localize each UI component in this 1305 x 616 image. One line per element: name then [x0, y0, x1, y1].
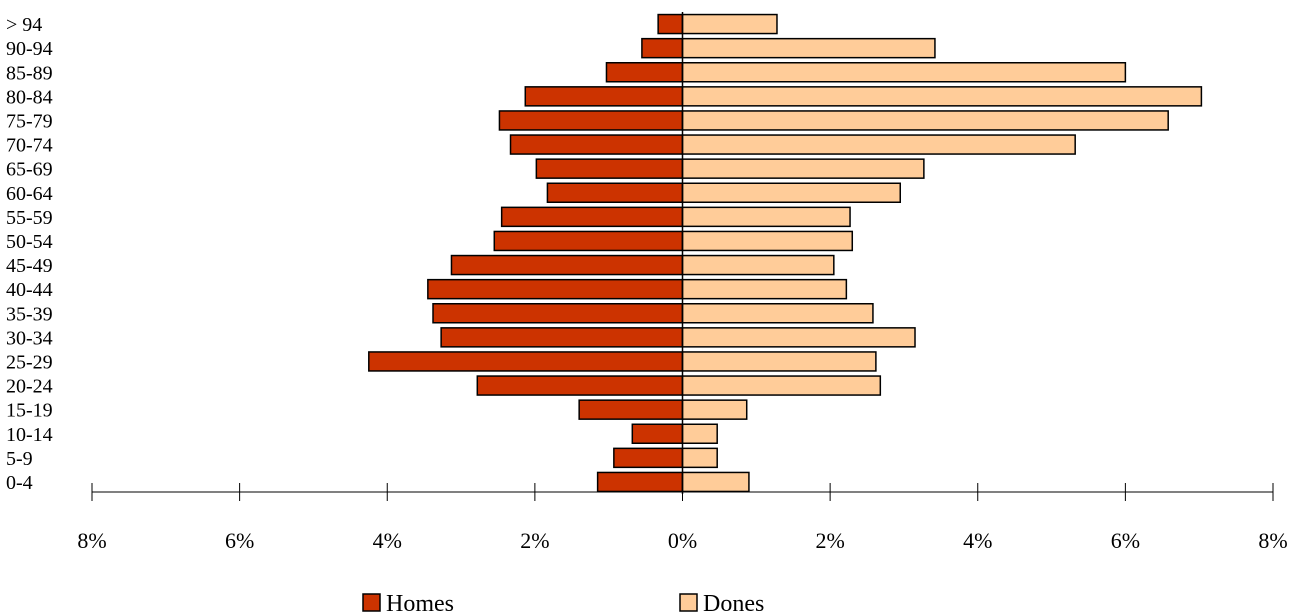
- category-label: 5-9: [6, 448, 33, 470]
- category-label: 40-44: [6, 279, 53, 301]
- legend-swatch-dones: [679, 593, 698, 612]
- bar-dones-94: [681, 13, 778, 35]
- x-tick-label: 0%: [668, 528, 697, 553]
- bar-homes-45-49: [450, 254, 684, 276]
- bar-dones-70-74: [681, 134, 1076, 155]
- category-label: 55-59: [6, 207, 53, 229]
- legend-item-dones: Dones: [679, 591, 764, 616]
- x-axis-ticks: [91, 483, 1274, 501]
- bar-dones-65-69: [681, 158, 925, 179]
- bar-homes-35-39: [432, 303, 684, 324]
- category-label: 60-64: [6, 183, 53, 205]
- bar-dones-85-89: [681, 62, 1127, 83]
- category-label: 70-74: [6, 135, 53, 157]
- bar-homes-70-74: [509, 134, 684, 155]
- bar-dones-10-14: [681, 423, 718, 444]
- x-tick-label: 2%: [520, 528, 549, 553]
- x-tick-label: 8%: [77, 528, 106, 553]
- category-label: 65-69: [6, 159, 53, 181]
- bar-homes-30-34: [440, 327, 684, 348]
- x-tick-label: 4%: [373, 528, 402, 553]
- bar-dones-50-54: [681, 230, 854, 252]
- bar-homes-85-89: [605, 62, 684, 83]
- bar-homes-40-44: [427, 278, 684, 300]
- category-label: 75-79: [6, 110, 53, 132]
- x-tick-label: 4%: [963, 528, 992, 553]
- category-label: 10-14: [6, 424, 53, 446]
- category-label: 20-24: [6, 376, 53, 398]
- bar-dones-60-64: [681, 182, 901, 203]
- x-axis-tick-labels: 8% 6% 4% 2% 0% 2% 4% 6% 8%: [77, 528, 1287, 553]
- legend-label-homes: Homes: [386, 591, 454, 616]
- bar-homes-10-14: [631, 423, 684, 444]
- legend: Homes Dones: [362, 591, 764, 616]
- bar-dones-90-94: [681, 37, 936, 59]
- bar-homes-65-69: [535, 158, 684, 179]
- category-label: 15-19: [6, 400, 53, 422]
- bar-homes-80-84: [524, 86, 684, 107]
- bar-homes-20-24: [476, 375, 684, 396]
- category-label: > 94: [6, 14, 42, 36]
- bar-homes-0-4: [596, 471, 684, 493]
- x-tick-label: 8%: [1258, 528, 1287, 553]
- bar-dones-55-59: [681, 206, 851, 228]
- bar-dones-45-49: [681, 254, 835, 276]
- category-label: 80-84: [6, 86, 53, 108]
- bar-dones-75-79: [681, 110, 1169, 131]
- bar-dones-0-4: [681, 471, 750, 493]
- bar-homes-50-54: [493, 230, 684, 252]
- bar-dones-5-9: [681, 447, 718, 469]
- category-label: 35-39: [6, 303, 53, 325]
- dones-series-bars: [681, 13, 1203, 493]
- bar-homes-90-94: [641, 37, 684, 59]
- category-label: 0-4: [6, 472, 33, 494]
- bar-homes-75-79: [498, 110, 684, 131]
- bar-dones-25-29: [681, 351, 877, 372]
- bar-homes-15-19: [578, 399, 684, 420]
- homes-series-bars: [368, 13, 684, 493]
- x-tick-label: 6%: [225, 528, 254, 553]
- legend-item-homes: Homes: [362, 591, 454, 616]
- x-tick-label: 6%: [1111, 528, 1140, 553]
- category-label: 90-94: [6, 38, 53, 60]
- bar-dones-80-84: [681, 86, 1203, 107]
- bar-dones-30-34: [681, 327, 916, 348]
- category-label: 85-89: [6, 62, 53, 84]
- bar-dones-35-39: [681, 303, 874, 324]
- bar-homes-94: [657, 13, 684, 35]
- legend-label-dones: Dones: [703, 591, 764, 616]
- x-tick-label: 2%: [815, 528, 844, 553]
- bar-homes-55-59: [500, 206, 684, 228]
- bar-dones-20-24: [681, 375, 882, 396]
- bar-dones-15-19: [681, 399, 748, 420]
- legend-swatch-homes: [362, 593, 381, 612]
- category-label: 30-34: [6, 327, 53, 349]
- bar-homes-5-9: [613, 447, 684, 469]
- category-label: 45-49: [6, 255, 53, 277]
- category-label: 25-29: [6, 351, 53, 373]
- bar-dones-40-44: [681, 278, 848, 300]
- bar-homes-60-64: [546, 182, 684, 203]
- category-label: 50-54: [6, 231, 53, 253]
- bar-homes-25-29: [368, 351, 684, 372]
